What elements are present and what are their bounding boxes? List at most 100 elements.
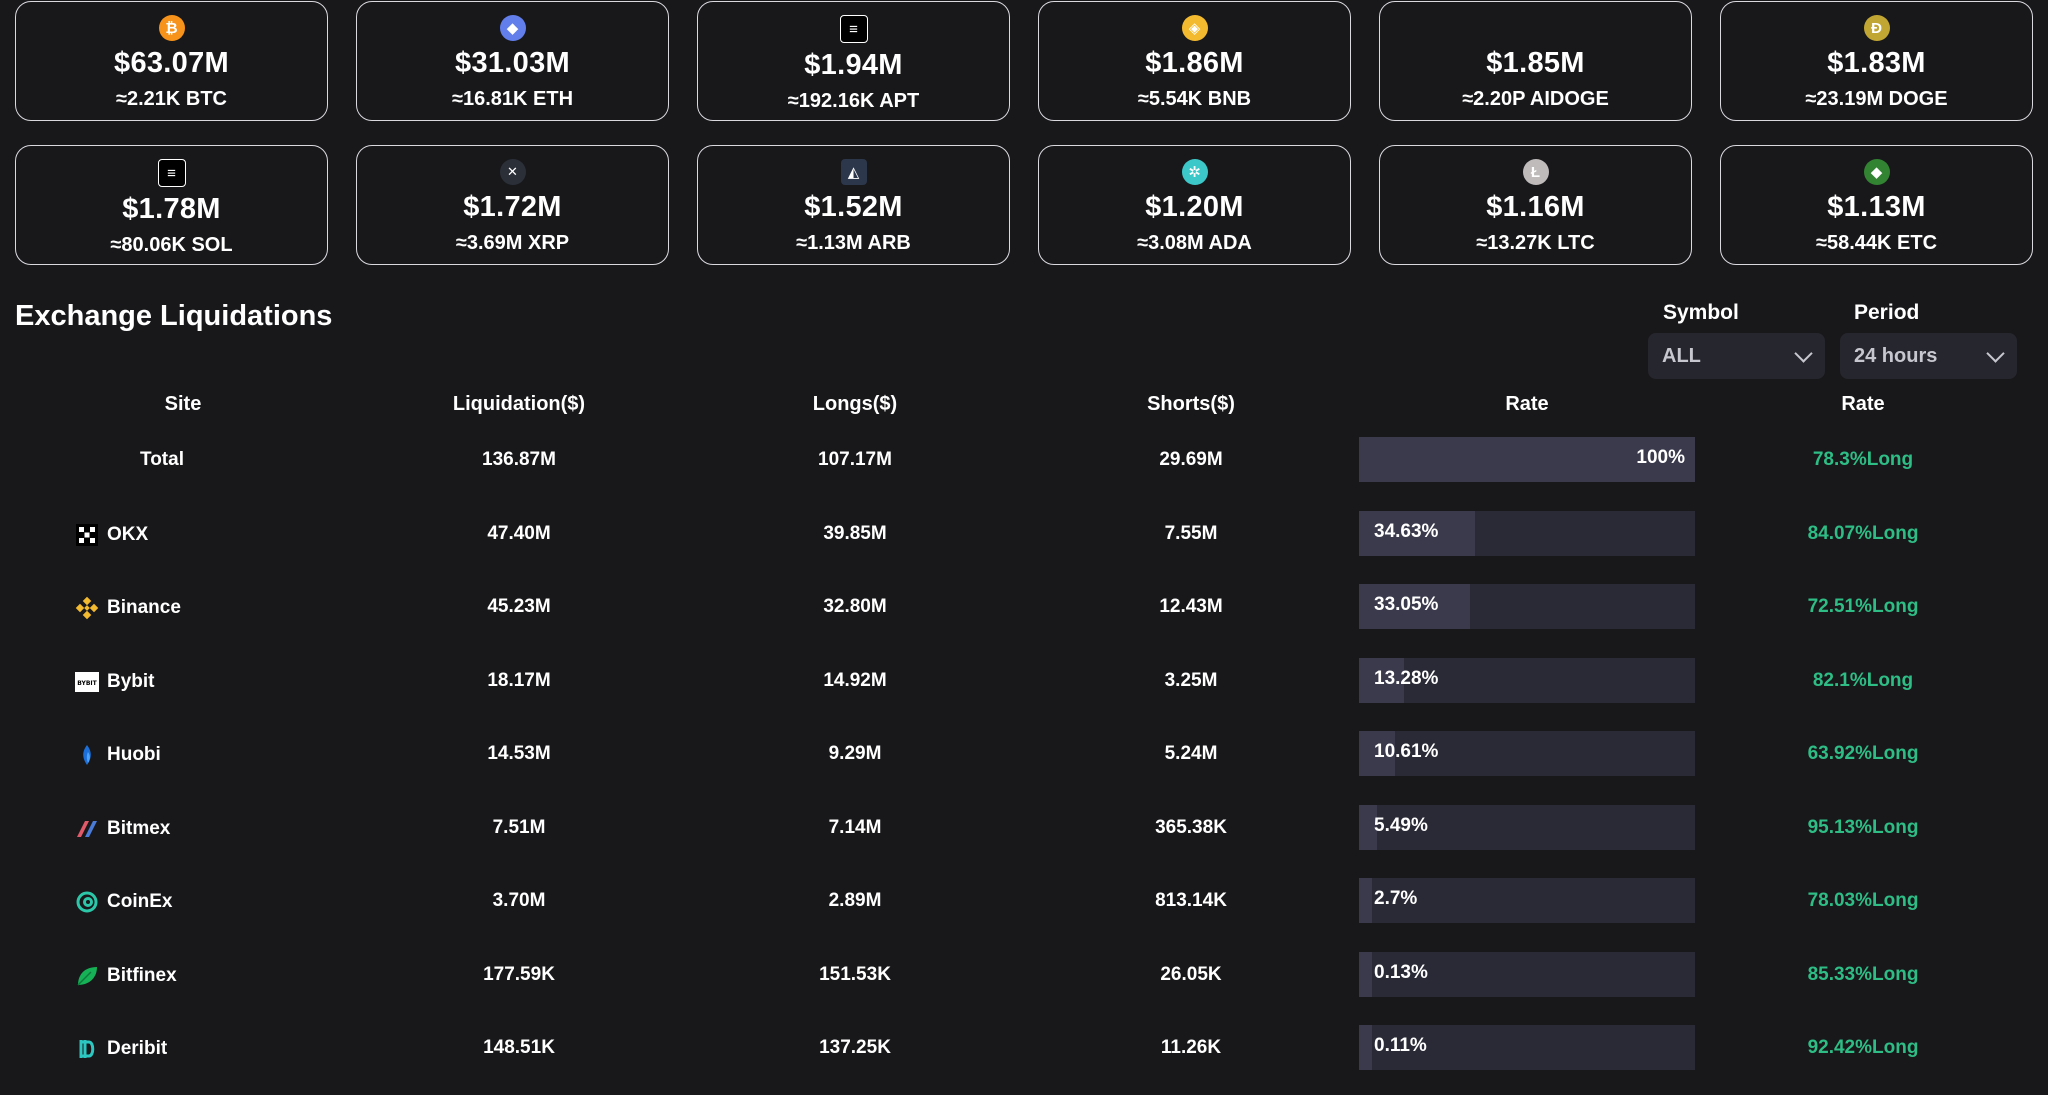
coin-card[interactable]: Ł $1.16M ≈13.27K LTC [1379, 145, 1692, 265]
share-label: 0.13% [1374, 961, 1428, 983]
coin-usd-value: $1.86M [1145, 47, 1244, 79]
site-cell: Huobi [83, 743, 161, 767]
coin-usd-value: $1.72M [463, 191, 562, 223]
table-row[interactable]: Total 136.87M 107.17M 29.69M 100% 78.3%Long [0, 437, 2048, 485]
liquidation-cell: 14.53M [487, 743, 551, 764]
bnb-icon: ◈ [1181, 15, 1208, 41]
ethereum-classic-icon: ◆ [1863, 159, 1890, 185]
coin-usd-value: $1.13M [1827, 191, 1926, 223]
longs-cell: 14.92M [823, 669, 887, 691]
coin-card[interactable]: ₿ $63.07M ≈2.21K BTC [15, 1, 328, 121]
share-bar: 0.13% [1359, 951, 1695, 997]
shorts-cell: 3.25M [1164, 669, 1218, 691]
header-rate-share: Rate [1505, 393, 1549, 415]
site-name: Bybit [107, 670, 155, 692]
section-title: Exchange Liquidations [15, 300, 333, 332]
coin-amount: ≈3.69M XRP [455, 232, 570, 254]
coin-amount: ≈5.54K BNB [1137, 88, 1252, 110]
shorts-cell: 365.38K [1155, 816, 1227, 838]
liquidation-cell: 136.87M [482, 449, 556, 470]
coin-usd-value: $63.07M [114, 47, 229, 79]
longs-cell: 39.85M [823, 522, 887, 544]
site-cell: Bitmex [77, 817, 171, 841]
coin-card[interactable]: ◭ $1.52M ≈1.13M ARB [697, 145, 1010, 265]
table-row[interactable]: Binance 45.23M 32.80M 12.43M 33.05% 72.51%Lon… [0, 584, 2048, 632]
long-rate-cell: 92.42%Long [1807, 1037, 1919, 1058]
share-label: 5.49% [1374, 814, 1428, 836]
shorts-cell: 813.14K [1155, 890, 1227, 911]
table-row[interactable]: Deribit 148.51K 137.25K 11.26K 0.11% 92.42%Lo… [0, 1025, 2048, 1073]
long-rate-cell: 72.51%Long [1807, 596, 1919, 617]
coin-card-row: ≡ $1.78M ≈80.06K SOL ✕ $1.72M ≈3.69M XRP ◭ $1.5… [15, 145, 2033, 265]
coin-amount: ≈80.06K SOL [110, 234, 233, 256]
coin-amount: ≈192.16K APT [787, 90, 920, 112]
table-row[interactable]: Bitmex 7.51M 7.14M 365.38K 5.49% 95.13%Long [0, 804, 2048, 853]
longs-cell: 7.14M [828, 816, 882, 838]
share-bar-fill [1359, 731, 1395, 776]
header-longs: Longs($) [812, 393, 898, 415]
header-site: Site [164, 393, 202, 415]
site-cell: Deribit [79, 1037, 167, 1061]
table-row[interactable]: Bitfinex 177.59K 151.53K 26.05K 0.13% 85.33%L… [0, 951, 2048, 1000]
coin-icon-placeholder [1523, 15, 1549, 41]
liquidation-cell: 18.17M [487, 669, 551, 691]
arbitrum-icon: ◭ [840, 159, 867, 185]
coin-card[interactable]: ≡ $1.94M ≈192.16K APT [697, 1, 1010, 121]
site-cell: BYBIT Bybit [75, 670, 155, 694]
cardano-icon: ✲ [1181, 159, 1208, 185]
coin-card[interactable]: ◆ $1.13M ≈58.44K ETC [1720, 145, 2033, 265]
coin-amount: ≈16.81K ETH [451, 88, 574, 110]
share-label: 13.28% [1374, 667, 1439, 689]
long-rate-cell: 78.03%Long [1807, 890, 1919, 911]
long-rate-cell: 82.1%Long [1812, 669, 1914, 691]
table-row[interactable]: BYBIT Bybit 18.17M 14.92M 3.25M 13.28% 82.1%Lo… [0, 657, 2048, 706]
coin-card[interactable]: ✲ $1.20M ≈3.08M ADA [1038, 145, 1351, 265]
coin-amount: ≈13.27K LTC [1476, 232, 1595, 254]
solana-icon: ≡ [157, 159, 186, 187]
long-rate-cell: 78.3%Long [1812, 449, 1914, 470]
share-bar: 13.28% [1359, 657, 1695, 703]
coin-card[interactable]: ◈ $1.86M ≈5.54K BNB [1038, 1, 1351, 121]
table-row[interactable]: CoinEx 3.70M 2.89M 813.14K 2.7% 78.03%Long [0, 878, 2048, 926]
site-name: Bitmex [107, 817, 171, 839]
long-rate-cell: 63.92%Long [1807, 743, 1919, 764]
share-bar-fill [1359, 878, 1372, 923]
long-rate-cell: 95.13%Long [1807, 816, 1919, 838]
site-name: Huobi [107, 744, 161, 765]
share-label: 100% [1636, 447, 1685, 468]
site-name: Binance [107, 597, 181, 618]
share-label: 0.11% [1374, 1035, 1427, 1056]
table-row[interactable]: OKX 47.40M 39.85M 7.55M 34.63% 84.07%Long [0, 510, 2048, 559]
symbol-select[interactable]: ALL [1648, 333, 1825, 379]
share-bar: 100% [1359, 437, 1695, 482]
share-bar: 10.61% [1359, 731, 1695, 776]
share-bar-fill [1359, 584, 1471, 629]
coin-amount: ≈1.13M ARB [796, 232, 911, 254]
coin-amount: ≈3.08M ADA [1137, 232, 1252, 254]
period-select[interactable]: 24 hours [1840, 333, 2017, 379]
coin-cards: ₿ $63.07M ≈2.21K BTC ◆ $31.03M ≈16.81K ETH ≡ $1… [15, 1, 2033, 289]
table-row[interactable]: Huobi 14.53M 9.29M 5.24M 10.61% 63.92%Long [0, 731, 2048, 779]
bitcoin-icon: ₿ [158, 15, 185, 41]
coin-card-row: ₿ $63.07M ≈2.21K BTC ◆ $31.03M ≈16.81K ETH ≡ $1… [15, 1, 2033, 121]
site-name: CoinEx [107, 891, 173, 912]
long-rate-cell: 85.33%Long [1807, 963, 1919, 985]
coin-card[interactable]: Ð $1.83M ≈23.19M DOGE [1720, 1, 2033, 121]
share-bar: 34.63% [1359, 510, 1695, 556]
liquidation-cell: 177.59K [483, 963, 555, 985]
coin-amount: ≈58.44K ETC [1815, 232, 1938, 254]
coin-card[interactable]: ✕ $1.72M ≈3.69M XRP [356, 145, 669, 265]
coin-usd-value: $1.85M [1486, 47, 1585, 79]
coin-card[interactable]: $1.85M ≈2.20P AIDOGE [1379, 1, 1692, 121]
longs-cell: 9.29M [828, 743, 882, 764]
share-label: 34.63% [1374, 520, 1439, 542]
coin-usd-value: $1.78M [122, 193, 221, 225]
binance-icon [75, 596, 99, 620]
site-cell: OKX [76, 523, 148, 547]
longs-cell: 2.89M [828, 890, 882, 911]
coin-card[interactable]: ◆ $31.03M ≈16.81K ETH [356, 1, 669, 121]
deribit-icon [75, 1037, 99, 1061]
coin-usd-value: $1.52M [804, 191, 903, 223]
coin-card[interactable]: ≡ $1.78M ≈80.06K SOL [15, 145, 328, 265]
liquidation-cell: 45.23M [487, 596, 551, 617]
